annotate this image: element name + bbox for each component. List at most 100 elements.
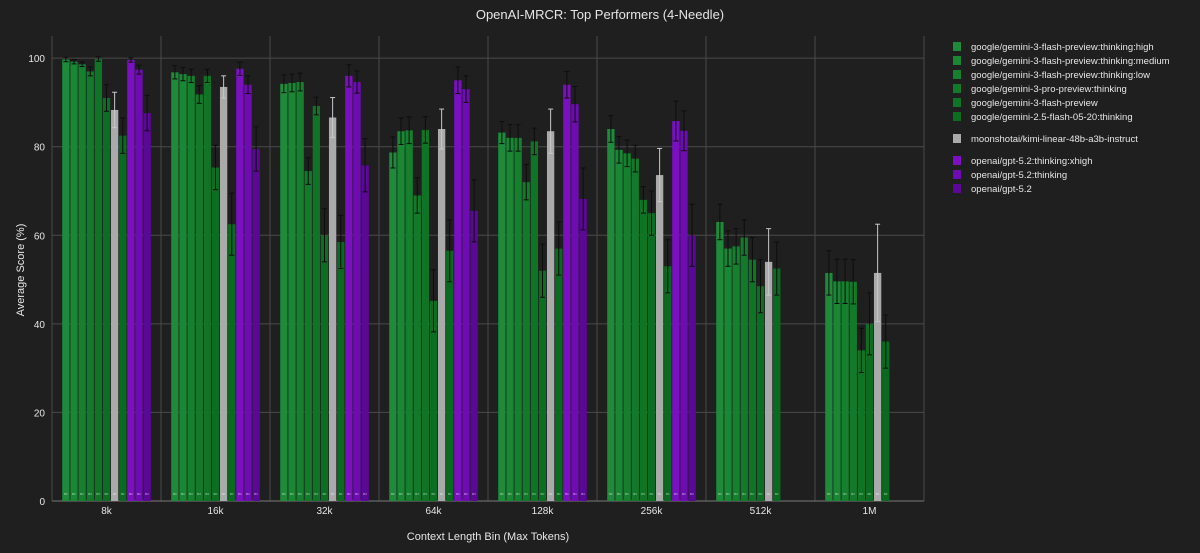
bar (865, 323, 874, 501)
bar-data-label: n= (682, 492, 686, 496)
bar-data-label: n= (835, 492, 839, 496)
bar (522, 182, 530, 501)
bar-data-label: n= (137, 492, 141, 496)
bar (680, 130, 688, 501)
bar (446, 250, 454, 501)
bar-data-label: n= (347, 492, 351, 496)
bar-data-label: n= (508, 492, 512, 496)
bar (639, 199, 648, 501)
legend-item[interactable]: openai/gpt-5.2:thinking (971, 170, 1067, 181)
y-tick-label: 100 (28, 54, 45, 65)
bar-data-label: n= (726, 492, 730, 496)
bar (756, 286, 765, 501)
bar-data-label: n= (121, 492, 125, 496)
bar (244, 84, 252, 501)
bar (732, 246, 740, 501)
bar (171, 72, 179, 502)
bar (672, 121, 680, 502)
bar-data-label: n= (617, 492, 621, 496)
bar (127, 59, 135, 502)
bar-data-label: n= (609, 492, 613, 496)
y-tick-label: 80 (34, 143, 46, 154)
bar-data-label: n= (718, 492, 722, 496)
bar (882, 341, 890, 501)
bar (833, 281, 841, 501)
legend-item[interactable]: openai/gpt-5.2:thinking:xhigh (971, 156, 1092, 167)
bar-data-label: n= (424, 492, 428, 496)
bar (304, 171, 312, 502)
bar-data-label: n= (181, 492, 185, 496)
bar-data-label: n= (246, 492, 250, 496)
bar (579, 198, 587, 501)
bar (195, 94, 203, 501)
bar-data-label: n= (884, 492, 888, 496)
bar (70, 61, 78, 501)
bar (623, 153, 631, 501)
bar-data-label: n= (549, 492, 553, 496)
bar-data-label: n= (843, 492, 847, 496)
bar (716, 222, 724, 501)
error-bars (63, 56, 889, 374)
bar-data-label: n= (306, 492, 310, 496)
legend-item[interactable]: google/gemini-2.5-flash-05-20:thinking (971, 112, 1133, 123)
bar-data-label: n= (238, 492, 242, 496)
bar-data-label: n= (516, 492, 520, 496)
bar-data-label: n= (533, 492, 537, 496)
bar (514, 137, 522, 501)
bar-data-label: n= (206, 492, 210, 496)
legend-swatch (953, 184, 961, 193)
y-tick-label: 40 (34, 320, 46, 331)
bar-data-label: n= (734, 492, 738, 496)
bar-data-label: n= (363, 492, 367, 496)
legend-swatch (953, 70, 961, 79)
bar-data-label: n= (690, 492, 694, 496)
bar-data-label: n= (113, 492, 117, 496)
bar-data-label: n= (500, 492, 504, 496)
bar (555, 248, 563, 501)
bar (857, 350, 866, 501)
bar (389, 152, 397, 501)
bar-data-label: n= (440, 492, 444, 496)
bar-data-label: n= (290, 492, 294, 496)
bar-data-label: n= (868, 492, 872, 496)
bar (135, 69, 143, 502)
legend[interactable]: google/gemini-3-flash-preview:thinking:h… (953, 42, 1170, 195)
legend-item[interactable]: openai/gpt-5.2 (971, 184, 1032, 195)
bar (236, 68, 244, 502)
bar-data-label: n= (355, 492, 359, 496)
bar-data-label: n= (472, 492, 476, 496)
legend-swatch (953, 42, 961, 51)
bar-data-label: n= (742, 492, 746, 496)
bar (320, 235, 329, 502)
legend-item[interactable]: google/gemini-3-pro-preview:thinking (971, 84, 1127, 95)
chart-title: OpenAI-MRCR: Top Performers (4-Needle) (476, 7, 724, 22)
bar-data-label: n= (72, 492, 76, 496)
bar-data-label: n= (282, 492, 286, 496)
bar-data-label: n= (230, 492, 234, 496)
legend-item[interactable]: google/gemini-3-flash-preview (971, 98, 1098, 109)
legend-swatch (953, 134, 961, 143)
legend-item[interactable]: google/gemini-3-flash-preview:thinking:h… (971, 42, 1154, 53)
x-tick-label: 16k (207, 506, 224, 517)
bar-data-label: n= (557, 492, 561, 496)
bar-data-label: n= (315, 492, 319, 496)
bar (724, 248, 732, 501)
bar (647, 213, 656, 501)
legend-swatch (953, 84, 961, 93)
bar (825, 272, 833, 501)
legend-item[interactable]: moonshotai/kimi-linear-48b-a3b-instruct (971, 134, 1138, 145)
bar-data-label: n= (197, 492, 201, 496)
bar (498, 132, 506, 502)
legend-swatch (953, 56, 961, 65)
bar (607, 129, 615, 501)
bar (764, 261, 773, 501)
bar (312, 105, 321, 501)
bars: n= n= n= n= n= n= n= n= n= n= n= n= n= n= n= n= n= n= n= n=… (62, 59, 890, 502)
bar-data-label: n= (650, 492, 654, 496)
bar (841, 281, 849, 501)
legend-item[interactable]: google/gemini-3-flash-preview:thinking:m… (971, 56, 1170, 67)
bar-data-label: n= (254, 492, 258, 496)
bar (530, 141, 539, 501)
legend-item[interactable]: google/gemini-3-flash-preview:thinking:l… (971, 70, 1150, 81)
